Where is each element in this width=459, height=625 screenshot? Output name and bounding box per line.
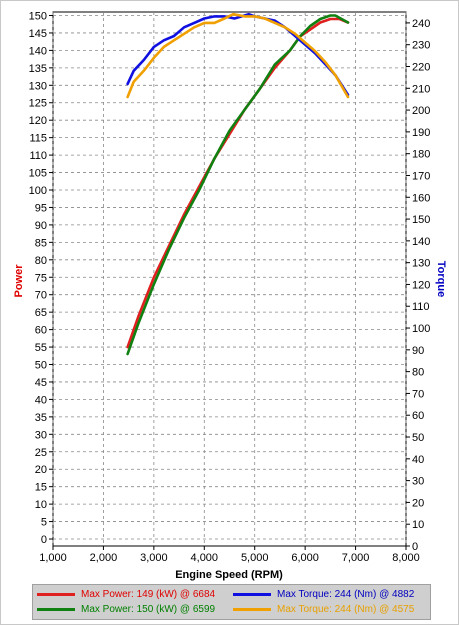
left-tick-label: 115 bbox=[29, 133, 47, 145]
plot-area bbox=[52, 11, 407, 547]
right-tick-label: 150 bbox=[412, 214, 430, 226]
x-tick-label: 4,000 bbox=[191, 552, 219, 564]
right-tick-label: 100 bbox=[412, 323, 430, 335]
left-tick-label: 105 bbox=[29, 168, 47, 180]
left-tick-label: 20 bbox=[35, 464, 47, 476]
right-tick-label: 50 bbox=[412, 432, 424, 444]
left-tick-label: 80 bbox=[35, 255, 47, 267]
left-tick-label: 90 bbox=[35, 220, 47, 232]
grid-lines bbox=[52, 12, 407, 546]
legend-swatch-orange bbox=[233, 608, 271, 611]
left-tick-label: 70 bbox=[35, 290, 47, 302]
right-tick-label: 60 bbox=[412, 410, 424, 422]
right-tick-label: 10 bbox=[412, 519, 424, 531]
legend-label-max-power-green: Max Power: 150 (kW) @ 6599 bbox=[81, 604, 216, 615]
legend: Max Power: 149 (kW) @ 6684 Max Torque: 2… bbox=[32, 584, 431, 620]
left-tick-label: 100 bbox=[29, 185, 47, 197]
right-tick-label: 80 bbox=[412, 367, 424, 379]
right-tick-label: 120 bbox=[412, 279, 430, 291]
left-tick-label: 65 bbox=[35, 307, 47, 319]
legend-swatch-blue bbox=[233, 593, 271, 596]
x-tick-label: 2,000 bbox=[90, 552, 118, 564]
dyno-chart: 1,000 2,000 3,000 4,000 5,000 6,000 7,000 8,000… bbox=[13, 10, 447, 581]
right-tick-label: 220 bbox=[412, 61, 430, 73]
legend-swatch-red bbox=[37, 593, 75, 596]
x-axis-title: Engine Speed (RPM) bbox=[175, 569, 283, 581]
legend-item-max-power-red: Max Power: 149 (kW) @ 6684 bbox=[37, 587, 215, 602]
left-axis-ticks: 0 5 10 15 20 25 30 35 40 45 50 55 60 65 70 75 80 85 90 95 10… bbox=[29, 10, 53, 546]
right-tick-label: 90 bbox=[412, 345, 424, 357]
series-line-torque-orange bbox=[126, 12, 350, 99]
legend-item-max-torque-orange: Max Torque: 244 (Nm) @ 4575 bbox=[233, 602, 414, 617]
left-tick-label: 85 bbox=[35, 237, 47, 249]
legend-item-max-power-green: Max Power: 150 (kW) @ 6599 bbox=[37, 602, 215, 617]
x-tick-label: 8,000 bbox=[392, 552, 420, 564]
right-tick-label: 190 bbox=[412, 127, 430, 139]
torque-axis-title: Torque bbox=[435, 261, 447, 297]
series-lines bbox=[126, 12, 350, 356]
left-tick-label: 60 bbox=[35, 325, 47, 337]
x-tick-label: 3,000 bbox=[140, 552, 168, 564]
left-tick-label: 15 bbox=[35, 482, 47, 494]
left-tick-label: 135 bbox=[29, 63, 47, 75]
left-tick-label: 5 bbox=[41, 517, 47, 529]
left-tick-label: 30 bbox=[35, 429, 47, 441]
x-tick-label: 5,000 bbox=[241, 552, 269, 564]
legend-item-max-torque-blue: Max Torque: 244 (Nm) @ 4882 bbox=[233, 587, 414, 602]
right-tick-label: 40 bbox=[412, 454, 424, 466]
left-tick-label: 45 bbox=[35, 377, 47, 389]
left-tick-label: 0 bbox=[41, 534, 47, 546]
series-line-torque-blue bbox=[126, 12, 350, 97]
x-tick-label: 7,000 bbox=[342, 552, 370, 564]
left-tick-label: 25 bbox=[35, 447, 47, 459]
right-tick-label: 240 bbox=[412, 18, 430, 30]
x-tick-label: 1,000 bbox=[39, 552, 67, 564]
right-tick-label: 130 bbox=[412, 258, 430, 270]
right-tick-label: 70 bbox=[412, 388, 424, 400]
right-tick-label: 30 bbox=[412, 476, 424, 488]
left-tick-label: 110 bbox=[29, 150, 47, 162]
left-tick-label: 40 bbox=[35, 394, 47, 406]
right-tick-label: 110 bbox=[412, 301, 430, 313]
power-axis-title: Power bbox=[13, 264, 25, 298]
right-tick-label: 210 bbox=[412, 83, 430, 95]
left-tick-label: 55 bbox=[35, 342, 47, 354]
left-tick-label: 75 bbox=[35, 272, 47, 284]
right-tick-label: 200 bbox=[412, 105, 430, 117]
right-tick-label: 0 bbox=[412, 541, 418, 553]
left-tick-label: 50 bbox=[35, 360, 47, 372]
legend-label-max-torque-orange: Max Torque: 244 (Nm) @ 4575 bbox=[277, 604, 415, 615]
left-tick-label: 35 bbox=[35, 412, 47, 424]
right-tick-label: 140 bbox=[412, 236, 430, 248]
left-tick-label: 145 bbox=[29, 28, 47, 40]
left-tick-label: 95 bbox=[35, 202, 47, 214]
right-tick-label: 180 bbox=[412, 149, 430, 161]
left-tick-label: 120 bbox=[29, 115, 47, 127]
left-tick-label: 10 bbox=[35, 499, 47, 511]
right-tick-label: 160 bbox=[412, 192, 430, 204]
legend-swatch-green bbox=[37, 608, 75, 611]
x-tick-label: 6,000 bbox=[291, 552, 319, 564]
left-tick-label: 125 bbox=[29, 98, 47, 110]
left-tick-label: 150 bbox=[29, 10, 47, 22]
right-axis-ticks: 0 10 20 30 40 50 60 70 80 90 100 110 120 130 140 150 160… bbox=[406, 18, 430, 553]
legend-label-max-torque-blue: Max Torque: 244 (Nm) @ 4882 bbox=[277, 589, 415, 600]
series-line-power-green bbox=[126, 14, 350, 356]
right-tick-label: 20 bbox=[412, 497, 424, 509]
legend-label-max-power-red: Max Power: 149 (kW) @ 6684 bbox=[81, 589, 216, 600]
right-tick-label: 170 bbox=[412, 170, 430, 182]
x-axis-ticks: 1,000 2,000 3,000 4,000 5,000 6,000 7,000 8,000 bbox=[39, 546, 420, 564]
right-tick-label: 230 bbox=[412, 40, 430, 52]
left-tick-label: 130 bbox=[29, 80, 47, 92]
left-tick-label: 140 bbox=[29, 45, 47, 57]
